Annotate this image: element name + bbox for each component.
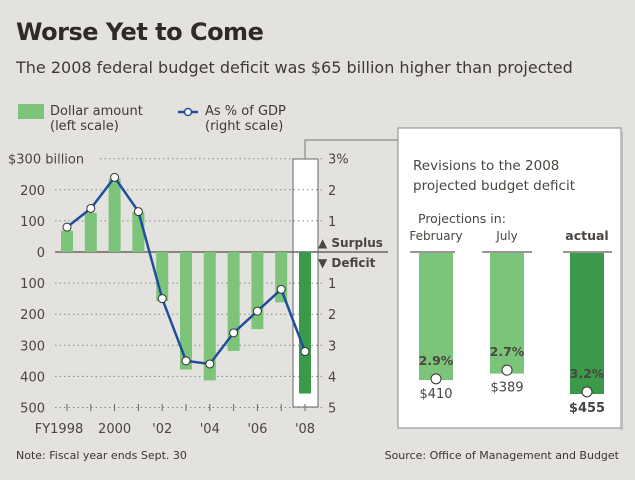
inset-bar-July [490, 253, 524, 374]
inset-bar-February [419, 253, 453, 381]
left-tick-label: 500 [20, 402, 45, 417]
left-tick-label: 0 [37, 246, 45, 261]
legend-marker-icon [183, 107, 193, 117]
left-tick-label: $300 billion [8, 153, 84, 168]
gdp-point-FY1998 [62, 222, 72, 232]
bar-2003 [180, 252, 192, 370]
gdp-point-2000 [110, 172, 120, 182]
bar-2004 [203, 252, 216, 381]
inset-category-label: actual [565, 228, 608, 243]
inset-pct-label: 2.7% [490, 344, 525, 359]
inset-pct-point [430, 373, 442, 385]
gdp-point-2005 [229, 328, 239, 338]
bar-2005 [227, 252, 240, 351]
left-tick-label: 100 [20, 277, 45, 292]
gdp-point-2002 [157, 294, 167, 304]
inset-category-label: February [409, 229, 462, 243]
bar-2002 [156, 252, 169, 302]
legend-bars-sub: (left scale) [50, 119, 119, 134]
left-tick-label: 100 [20, 215, 45, 230]
left-tick-label: 200 [20, 184, 45, 199]
legend-bars-label: Dollar amount [50, 104, 143, 119]
right-tick-label: 1 [328, 215, 336, 230]
gdp-point-2004 [205, 359, 215, 369]
inset-title-line1: Revisions to the 2008 [413, 158, 559, 174]
right-tick-label: 1 [328, 277, 336, 292]
legend-bar-swatch [18, 104, 44, 119]
right-tick-label: 3 [328, 339, 336, 354]
right-tick-label: 2 [328, 184, 336, 199]
legend-line-label: As % of GDP [205, 104, 286, 119]
gdp-point-2007 [276, 284, 286, 294]
legend-line: As % of GDP (right scale) [205, 104, 286, 134]
inset-bar-actual [570, 253, 604, 395]
bar-FY1998 [61, 230, 73, 252]
gdp-point-2006 [252, 306, 262, 316]
source-note: Source: Office of Management and Budget [384, 449, 619, 462]
gdp-point-2008 [300, 347, 310, 357]
bar-1999 [84, 212, 97, 252]
deficit-label: ▼ Deficit [318, 256, 376, 270]
bar-2001 [132, 212, 145, 252]
legend-bars: Dollar amount (left scale) [50, 104, 143, 134]
chart-subtitle: The 2008 federal budget deficit was $65 … [16, 58, 573, 77]
inset-category-label: July [495, 229, 518, 243]
left-tick-label: 200 [20, 308, 45, 323]
surplus-label: ▲ Surplus [318, 236, 383, 250]
x-tick-label: '06 [247, 422, 267, 437]
inset-pct-label: 3.2% [570, 366, 605, 381]
inset-value-label: $410 [419, 387, 452, 402]
inset-pct-label: 2.9% [419, 353, 454, 368]
footnote: Note: Fiscal year ends Sept. 30 [16, 449, 187, 462]
right-tick-label: 3% [328, 153, 349, 168]
inset-value-label: $455 [569, 401, 605, 416]
chart-title: Worse Yet to Come [16, 18, 264, 46]
bar-2008 [299, 252, 311, 394]
x-tick-label: '08 [295, 422, 315, 437]
x-tick-label: FY1998 [35, 422, 84, 437]
inset-title-line2: projected budget deficit [413, 178, 575, 194]
x-tick-label: '04 [200, 422, 220, 437]
legend-line-sub: (right scale) [205, 119, 284, 134]
connector-line [304, 139, 398, 159]
inset-pct-point [501, 364, 513, 376]
bar-2000 [108, 178, 121, 252]
right-tick-label: 5 [328, 402, 336, 417]
right-tick-label: 4 [328, 370, 336, 385]
left-tick-label: 300 [20, 339, 45, 354]
x-tick-label: 2000 [98, 422, 131, 437]
inset-value-label: $389 [490, 381, 523, 396]
gdp-point-1999 [86, 203, 96, 213]
gdp-point-2001 [133, 207, 143, 217]
x-tick-label: '02 [152, 422, 172, 437]
projections-label: Projections in: [418, 211, 506, 226]
right-tick-label: 2 [328, 308, 336, 323]
left-tick-label: 400 [20, 370, 45, 385]
gdp-point-2003 [181, 356, 191, 366]
bar-2006 [251, 252, 264, 330]
inset-pct-point [581, 386, 593, 398]
